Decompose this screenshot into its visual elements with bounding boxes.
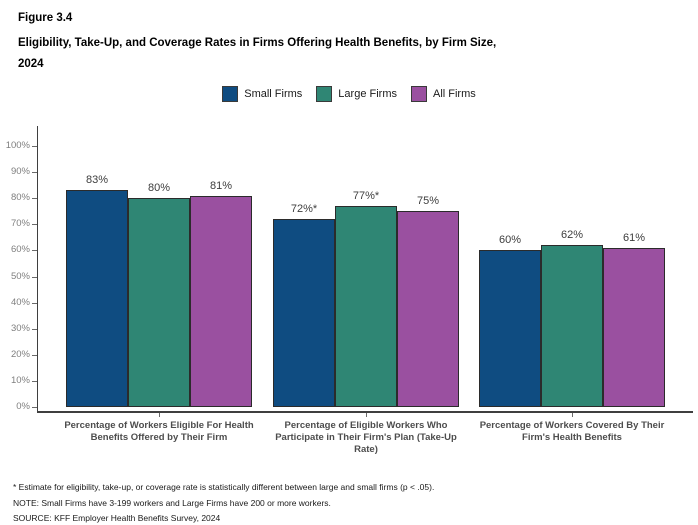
legend-swatch-all-firms — [410, 86, 427, 102]
y-tick-label: 20% — [10, 348, 30, 360]
figure-number: Figure 3.4 — [18, 12, 73, 24]
footnotes: * Estimate for eligibility, take-up, or … — [13, 480, 693, 525]
bar-large-firms — [541, 245, 603, 407]
y-tick-mark — [32, 380, 37, 382]
bar-value-label: 61% — [622, 231, 646, 244]
bar-small-firms — [66, 190, 128, 407]
y-tick-mark — [32, 172, 37, 174]
bar-value-label: 72%* — [290, 203, 318, 216]
y-tick-mark — [32, 224, 37, 226]
y-tick-mark — [32, 328, 37, 330]
legend-label: All Firms — [432, 88, 476, 100]
legend-item-large-firms: Large Firms — [316, 86, 397, 102]
y-tick-label: 60% — [10, 244, 30, 256]
bar-value-label: 62% — [560, 229, 584, 242]
y-tick-mark — [32, 250, 37, 252]
y-tick-mark — [32, 354, 37, 356]
y-tick-mark — [32, 276, 37, 278]
chart-legend: Small Firms Large Firms All Firms — [0, 86, 698, 102]
bar-small-firms — [273, 219, 335, 407]
figure-title: Eligibility, Take-Up, and Coverage Rates… — [18, 33, 658, 75]
y-tick-label: 70% — [10, 218, 30, 230]
y-tick-label: 90% — [10, 166, 30, 178]
x-tick-mark — [572, 413, 573, 417]
bar-value-label: 77%* — [352, 190, 380, 203]
figure-title-line-1: Eligibility, Take-Up, and Coverage Rates… — [18, 37, 497, 49]
legend-item-all-firms: All Firms — [410, 86, 476, 102]
y-tick-label: 50% — [10, 270, 30, 282]
x-tick-mark — [159, 413, 160, 417]
y-tick-label: 10% — [10, 374, 30, 386]
y-tick-mark — [32, 146, 37, 147]
footnote-line: * Estimate for eligibility, take-up, or … — [13, 482, 435, 492]
x-axis-category-label: Percentage of Eligible Workers Who Parti… — [275, 420, 457, 455]
bar-value-label: 75% — [416, 195, 440, 208]
bar-large-firms — [335, 206, 397, 407]
y-tick-label: 100% — [5, 140, 30, 151]
y-tick-label: 40% — [10, 296, 30, 308]
x-axis-category-label: Percentage of Workers Eligible For Healt… — [64, 420, 254, 443]
bar-all-firms — [397, 211, 459, 407]
y-tick-label: 0% — [16, 401, 30, 412]
bar-all-firms — [603, 247, 665, 407]
legend-swatch-small-firms — [222, 86, 239, 102]
legend-label: Large Firms — [338, 88, 397, 100]
x-axis-category-label: Percentage of Workers Covered By Their F… — [479, 420, 665, 443]
bar-value-label: 60% — [498, 234, 522, 247]
footnote-line: NOTE: Small Firms have 3-199 workers and… — [13, 497, 331, 508]
bar-value-label: 83% — [85, 174, 109, 187]
bar-large-firms — [128, 198, 190, 407]
legend-swatch-large-firms — [316, 86, 333, 102]
y-tick-mark — [32, 407, 37, 408]
legend-item-small-firms: Small Firms — [222, 86, 302, 102]
y-tick-label: 30% — [10, 322, 30, 334]
plot-area — [37, 126, 693, 413]
bar-small-firms — [479, 250, 541, 407]
legend-label: Small Firms — [244, 88, 303, 100]
footnote-line: SOURCE: KFF Employer Health Benefits Sur… — [13, 513, 221, 523]
x-tick-mark — [366, 413, 367, 417]
bar-all-firms — [190, 195, 252, 407]
figure-title-line-2: 2024 — [18, 58, 44, 70]
y-tick-label: 80% — [10, 192, 30, 204]
y-tick-mark — [32, 198, 37, 200]
bar-value-label: 81% — [209, 179, 233, 192]
y-tick-mark — [32, 302, 37, 304]
bar-value-label: 80% — [147, 182, 171, 195]
